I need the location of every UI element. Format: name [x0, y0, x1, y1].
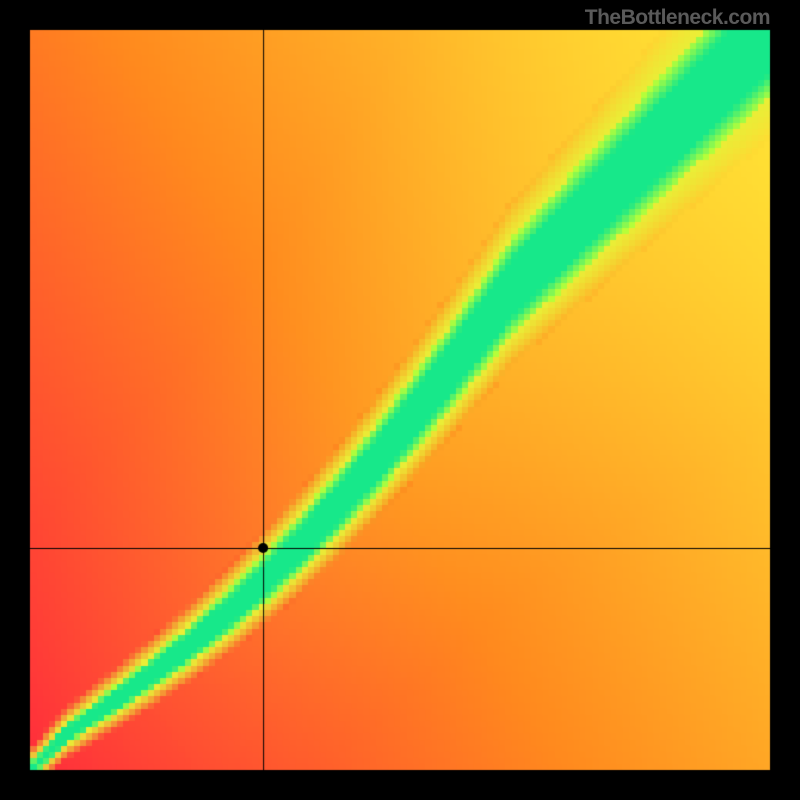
chart-container: TheBottleneck.com: [0, 0, 800, 800]
watermark-text: TheBottleneck.com: [585, 6, 770, 30]
heatmap-canvas: [0, 0, 800, 800]
